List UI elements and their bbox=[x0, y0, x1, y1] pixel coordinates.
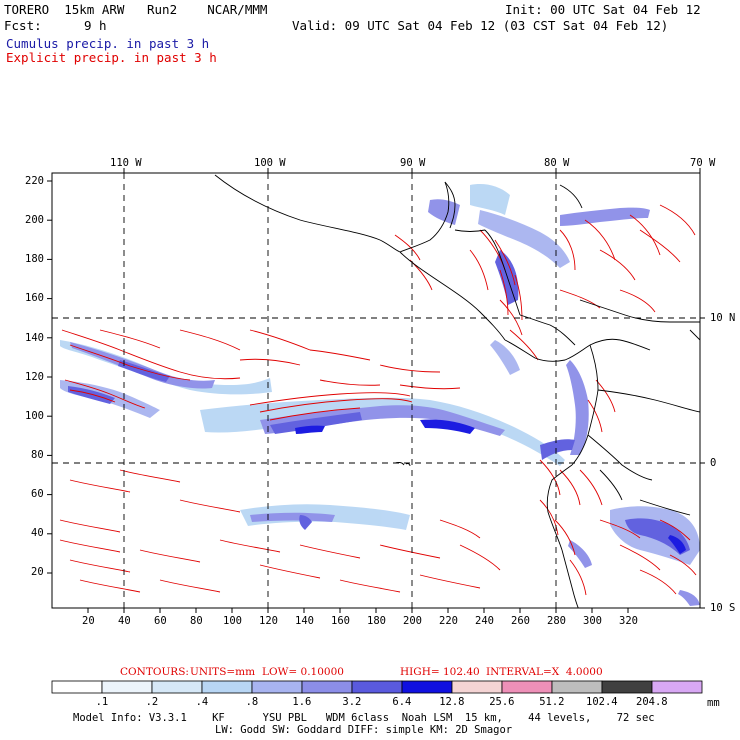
colorbar-swatch bbox=[101, 680, 153, 694]
y-label: 20 bbox=[31, 566, 44, 578]
x-label: 160 bbox=[331, 615, 350, 627]
y-label: 100 bbox=[25, 410, 44, 422]
contours-low: LOW= 0.10000 bbox=[262, 666, 344, 678]
forecast-hour: 9 h bbox=[84, 18, 107, 33]
forecast-label: Fcst: bbox=[4, 18, 42, 33]
cumulus-precip-shading bbox=[60, 184, 700, 606]
colorbar-label: .4 bbox=[195, 696, 209, 708]
x-label: 140 bbox=[295, 615, 314, 627]
contours-interval: INTERVAL=X 4.0000 bbox=[486, 666, 603, 678]
colorbar-label: 204.8 bbox=[636, 696, 668, 708]
colorbar-units: mm bbox=[707, 697, 720, 709]
x-label: 260 bbox=[511, 615, 530, 627]
x-label: 100 bbox=[223, 615, 242, 627]
contours-units: UNITS=mm bbox=[190, 666, 256, 678]
model-info-line1: Model Info: V3.3.1 KF YSU PBL WDM 6class… bbox=[73, 712, 655, 724]
lat-lon-grid bbox=[52, 173, 700, 608]
y-label: 160 bbox=[25, 292, 44, 304]
colorbar-label: 1.6 bbox=[292, 696, 312, 708]
lat-label-10n: 10 N bbox=[710, 312, 736, 324]
y-label: 220 bbox=[25, 175, 44, 187]
x-label: 320 bbox=[619, 615, 638, 627]
explicit-precip-label: Explicit precip. in past 3 h bbox=[6, 50, 217, 65]
y-label: 80 bbox=[31, 449, 44, 461]
colorbar-label: 25.6 bbox=[489, 696, 515, 708]
colorbar-swatch bbox=[251, 680, 303, 694]
init-time: Init: 00 UTC Sat 04 Feb 12 bbox=[505, 2, 701, 17]
colorbar-swatch bbox=[151, 680, 203, 694]
colorbar-swatch bbox=[601, 680, 653, 694]
x-label: 180 bbox=[367, 615, 386, 627]
colorbar-swatch bbox=[551, 680, 603, 694]
x-label: 240 bbox=[475, 615, 494, 627]
colorbar-label: 102.4 bbox=[586, 696, 618, 708]
x-label: 80 bbox=[190, 615, 203, 627]
x-label: 200 bbox=[403, 615, 422, 627]
colorbar-swatch bbox=[351, 680, 403, 694]
y-label: 140 bbox=[25, 332, 44, 344]
lat-tick-marks bbox=[700, 317, 705, 609]
lon-label-100w: 100 W bbox=[254, 157, 286, 169]
lat-label-0: 0 bbox=[710, 457, 717, 469]
x-tick-marks bbox=[87, 608, 629, 613]
coastlines bbox=[214, 174, 700, 608]
valid-time: Valid: 09 UTC Sat 04 Feb 12 (03 CST Sat … bbox=[292, 18, 669, 33]
model-info-line2: LW: Godd SW: Goddard DIFF: simple KM: 2D… bbox=[215, 724, 513, 736]
y-label: 60 bbox=[31, 488, 44, 500]
colorbar-swatch bbox=[651, 680, 703, 694]
colorbar-label: 3.2 bbox=[342, 696, 362, 708]
lon-label-80w: 80 W bbox=[544, 157, 570, 169]
lon-tick-marks bbox=[123, 168, 701, 173]
y-label: 120 bbox=[25, 371, 44, 383]
contours-label: CONTOURS: bbox=[120, 666, 189, 678]
x-label: 300 bbox=[583, 615, 602, 627]
lon-label-110w: 110 W bbox=[110, 157, 142, 169]
colorbar-label: 6.4 bbox=[392, 696, 412, 708]
colorbar-swatch bbox=[501, 680, 553, 694]
cumulus-precip-label: Cumulus precip. in past 3 h bbox=[6, 36, 210, 51]
contours-high: HIGH= 102.40 bbox=[400, 666, 480, 678]
x-label: 40 bbox=[118, 615, 131, 627]
x-label: 220 bbox=[439, 615, 458, 627]
colorbar-swatch bbox=[51, 680, 103, 694]
y-label: 40 bbox=[31, 527, 44, 539]
colorbar-label: 12.8 bbox=[439, 696, 465, 708]
lat-label-10s: 10 S bbox=[710, 602, 736, 614]
x-label: 280 bbox=[547, 615, 566, 627]
lon-label-90w: 90 W bbox=[400, 157, 426, 169]
explicit-precip-contours bbox=[59, 204, 697, 596]
colorbar-swatch bbox=[201, 680, 253, 694]
colorbar-swatch bbox=[401, 680, 453, 694]
colorbar-swatch bbox=[301, 680, 353, 694]
colorbar-label: .1 bbox=[95, 696, 109, 708]
y-label: 180 bbox=[25, 253, 44, 265]
y-label: 200 bbox=[25, 214, 44, 226]
colorbar-swatch bbox=[451, 680, 503, 694]
x-label: 20 bbox=[82, 615, 95, 627]
colorbar-label: .2 bbox=[145, 696, 159, 708]
x-label: 60 bbox=[154, 615, 167, 627]
colorbar-label: 51.2 bbox=[539, 696, 565, 708]
lon-label-70w: 70 W bbox=[690, 157, 716, 169]
y-tick-marks bbox=[47, 180, 52, 574]
x-label: 120 bbox=[259, 615, 278, 627]
model-title: TORERO 15km ARW Run2 NCAR/MMM bbox=[4, 2, 268, 17]
colorbar-label: .8 bbox=[245, 696, 259, 708]
